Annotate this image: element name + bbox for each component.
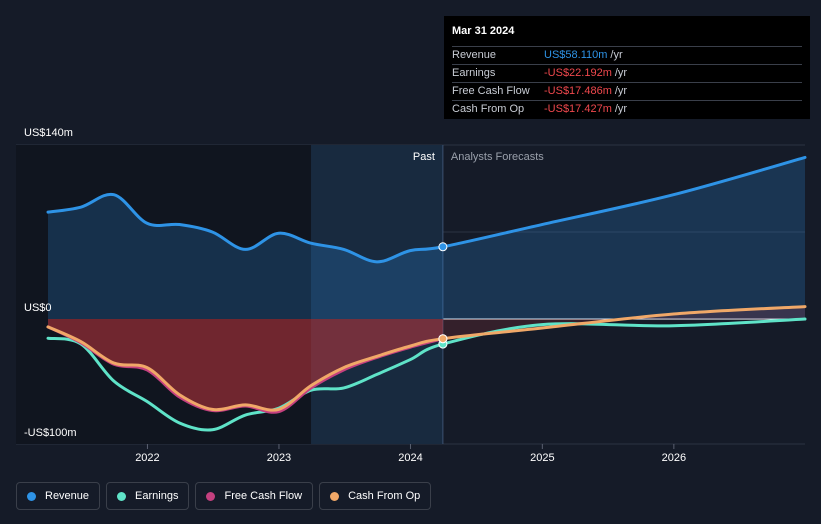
series-point-revenue (438, 242, 448, 252)
tooltip-row-unit: /yr (614, 85, 628, 97)
legend-label: Earnings (135, 490, 179, 502)
legend-dot-icon (330, 491, 340, 501)
tooltip-row-label: Earnings (452, 67, 496, 79)
tooltip-row-value: -US$17.427m (544, 103, 612, 115)
legend-item-revenue[interactable]: Revenue (16, 482, 101, 510)
axis-labels: US$140m US$0 -US$100m 2022 2023 2024 2025 2026 P… (24, 127, 686, 464)
revenue-area (48, 157, 805, 319)
forecast-label: Analysts Forecasts (451, 151, 544, 163)
x-tick-label: 2026 (662, 452, 686, 464)
tooltip-row-unit: /yr (614, 103, 628, 115)
x-tick-label: 2022 (135, 452, 159, 464)
series-areas (48, 157, 805, 411)
tooltip-row-revenue: Revenue US$58.110m /yr (452, 46, 802, 64)
series-line-earnings (46, 317, 807, 432)
legend-label: Revenue (45, 490, 90, 502)
tooltip-row-cfo: Cash From Op -US$17.427m /yr (452, 100, 802, 118)
loss-area (48, 319, 443, 411)
tooltip-row-earnings: Earnings -US$22.192m /yr (452, 64, 802, 82)
series-line-cfo (46, 305, 807, 412)
y-axis-label: US$0 (24, 302, 52, 314)
highlight-region (311, 145, 443, 444)
series-point-cfo (438, 334, 448, 344)
tooltip-row-value: -US$22.192m (544, 67, 612, 79)
loss-area-forecast (442, 306, 805, 339)
tooltip: Mar 31 2024 Revenue US$58.110m /yr Earni… (444, 16, 810, 119)
tooltip-row-fcf: Free Cash Flow -US$17.486m /yr (452, 82, 802, 100)
tooltip-row-label: Revenue (452, 49, 497, 61)
past-label: Past (413, 151, 435, 163)
series-lines (46, 155, 807, 432)
tooltip-row-unit: /yr (610, 49, 623, 61)
tooltip-row-value: -US$17.486m (544, 85, 612, 97)
legend-item-free-cash-flow[interactable]: Free Cash Flow (195, 482, 314, 510)
y-axis-label: -US$100m (24, 427, 77, 439)
legend-label: Cash From Op (348, 490, 421, 502)
x-tick-label: 2025 (530, 452, 554, 464)
x-tick-label: 2023 (267, 452, 291, 464)
tooltip-date: Mar 31 2024 (452, 25, 515, 37)
legend-label: Free Cash Flow (224, 490, 303, 502)
tooltip-row-label: Free Cash Flow (452, 85, 530, 97)
series-line-revenue (46, 155, 807, 264)
legend: Revenue Earnings Free Cash Flow Cash Fro… (16, 482, 432, 512)
legend-dot-icon (27, 491, 36, 501)
tooltip-row-unit: /yr (614, 67, 628, 79)
series-markers (438, 242, 448, 349)
x-tick-label: 2024 (398, 452, 422, 464)
tooltip-row-value: US$58.110m (544, 49, 608, 61)
y-axis-label: US$140m (24, 127, 73, 139)
legend-dot-icon (117, 491, 127, 501)
tooltip-row-label: Cash From Op (452, 103, 525, 115)
legend-item-earnings[interactable]: Earnings (106, 482, 190, 510)
legend-dot-icon (206, 491, 216, 501)
legend-item-cash-from-op[interactable]: Cash From Op (319, 482, 432, 510)
